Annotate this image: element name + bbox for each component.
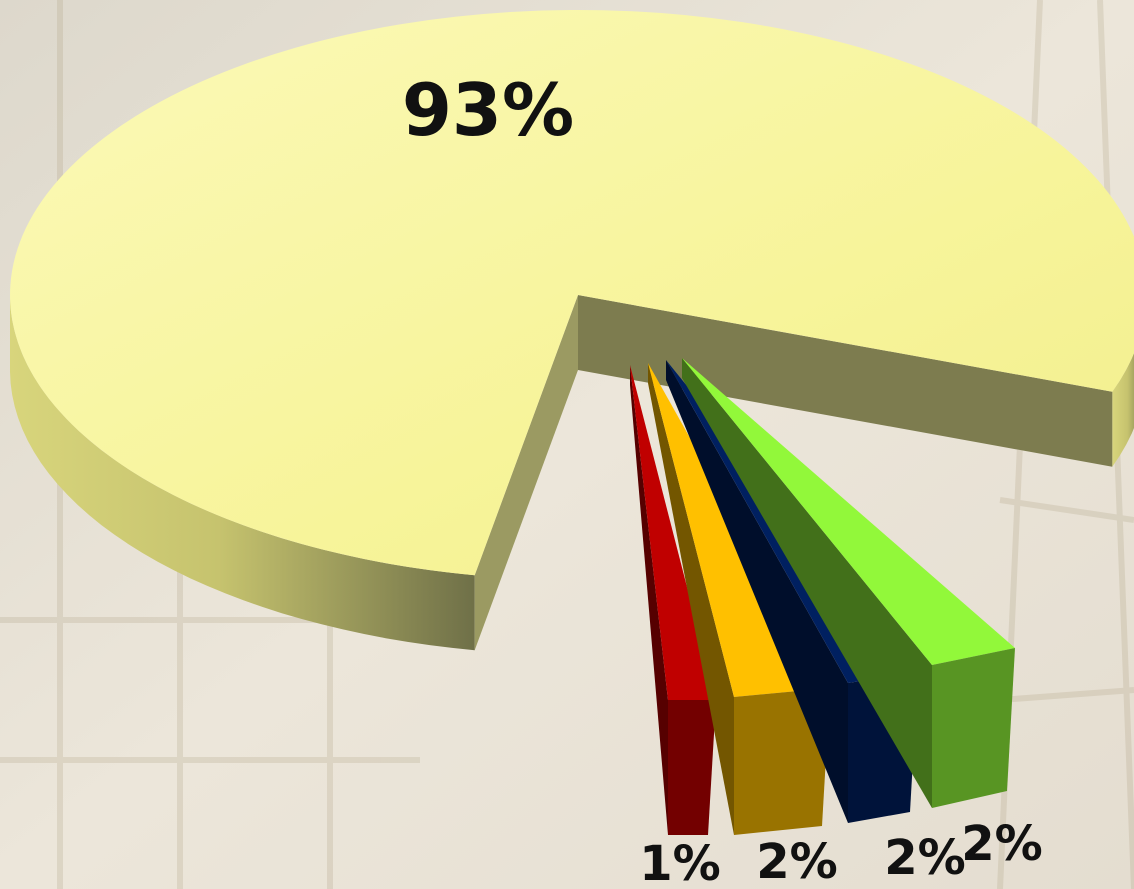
data-label-4: 2% xyxy=(884,830,966,886)
slice-front-face xyxy=(668,700,716,835)
slice-side-wall xyxy=(682,358,932,808)
pie-slice-93-side xyxy=(10,296,475,651)
pie-slice-93-cut-a xyxy=(474,295,578,651)
pie-slice-93 xyxy=(10,9,1134,651)
pie-slices xyxy=(10,9,1134,835)
pie-slice-93-top xyxy=(10,9,1134,576)
slice-side-wall xyxy=(666,360,848,823)
data-label-3: 2% xyxy=(756,834,838,889)
data-label-2: 1% xyxy=(639,836,721,889)
slice-side-wall xyxy=(630,365,668,835)
slice-top-face xyxy=(682,358,1015,665)
pie-slice-5 xyxy=(682,358,1015,808)
pie-slice-93-side xyxy=(1112,352,1134,467)
slice-front-face xyxy=(734,688,830,835)
slice-side-wall xyxy=(648,363,734,835)
pie-labels: 93%1% 2% 2%2% xyxy=(402,68,1043,889)
slice-front-face xyxy=(932,648,1015,808)
pie-slice-93-cut-b xyxy=(578,295,1113,467)
data-label-5: 2% xyxy=(961,816,1043,872)
data-label-1: 93% xyxy=(402,68,574,152)
